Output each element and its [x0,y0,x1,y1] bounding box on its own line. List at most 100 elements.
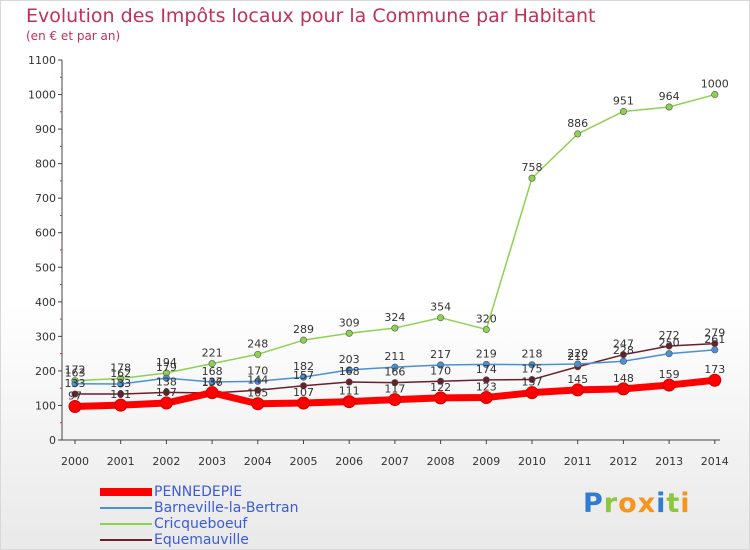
series-point [616,382,630,396]
data-label: 97 [68,389,82,402]
series-point [388,393,402,407]
data-label: 168 [202,365,223,378]
series-point [708,373,722,387]
legend: PENNEDEPIE Barneville-la-Bertran Cricque… [100,484,360,548]
data-label: 182 [293,360,314,373]
data-label: 138 [156,375,177,388]
data-label: 220 [567,347,588,360]
y-tick-label: 400 [35,296,56,309]
data-label: 250 [659,337,680,350]
x-tick-label: 2007 [381,455,409,468]
logo-letter: i [656,488,667,519]
series-point [297,396,310,410]
series-point [208,378,216,386]
data-label: 122 [430,381,451,394]
series-point [345,378,353,386]
y-tick-label: 500 [35,261,56,274]
series-point [391,379,399,387]
y-tick-label: 300 [35,330,56,343]
data-label: 174 [476,363,497,376]
chart-title: Evolution des Impôts locaux pour la Comm… [26,5,596,27]
series-point [574,130,582,138]
data-label: 289 [293,323,314,336]
data-label: 159 [659,368,680,381]
series-point [528,174,536,182]
data-label: 758 [522,161,543,174]
series-point [434,391,448,405]
data-label: 162 [110,367,131,380]
data-label: 1000 [701,78,729,91]
legend-item-barneville: Barneville-la-Bertran [100,500,360,516]
x-tick-label: 2011 [564,455,592,468]
x-tick-label: 2006 [335,455,363,468]
data-label: 179 [156,361,177,374]
series-point [162,388,170,396]
legend-label-pennedepie: PENNEDEPIE [154,484,243,500]
x-tick-label: 2003 [198,455,226,468]
x-tick-label: 2005 [290,455,318,468]
data-label: 105 [247,387,268,400]
y-tick-label: 900 [35,123,56,136]
x-tick-label: 2013 [655,455,683,468]
series-point [254,377,262,385]
series-point [391,363,399,371]
x-tick-label: 2001 [107,455,135,468]
y-tick-label: 600 [35,227,56,240]
logo-letter: t [666,488,681,519]
data-label: 354 [430,301,451,314]
series-point [208,360,216,368]
x-tick-label: 2000 [61,455,89,468]
legend-item-equemauville: Equemauville [100,532,360,548]
data-label: 218 [522,348,543,361]
series-point [571,383,585,397]
data-label: 324 [384,311,405,324]
y-tick-label: 200 [35,365,56,378]
x-tick-label: 2008 [427,455,455,468]
y-tick-label: 100 [35,399,56,412]
series-point [528,376,536,384]
series-point [525,386,539,400]
series-point [479,391,493,405]
logo-letter: x [637,488,657,519]
data-label: 107 [293,386,314,399]
data-label: 272 [659,329,680,342]
series-point [299,373,307,381]
series-point [114,398,128,412]
legend-swatch-equemauville [100,539,152,541]
logo-letter: i [680,488,691,519]
series-point [482,325,490,333]
series-point [345,366,353,374]
x-tick-label: 2009 [472,455,500,468]
data-label: 117 [384,383,405,396]
data-label: 175 [522,363,543,376]
legend-label-cricqueboeuf: Cricqueboeuf [154,516,248,532]
series-point [299,336,307,344]
logo-letter: o [618,488,638,519]
x-tick-label: 2004 [244,455,272,468]
series-point [159,396,173,410]
data-label: 228 [613,344,634,357]
data-label: 886 [567,117,588,130]
series-point [437,377,445,385]
series-point [665,342,673,350]
data-label: 219 [476,347,497,360]
data-label: 320 [476,312,497,325]
proxiti-logo: Proxiti [583,488,691,519]
data-label: 279 [704,327,725,340]
legend-swatch-cricqueboeuf [100,523,152,525]
data-label: 951 [613,94,634,107]
data-label: 173 [704,363,725,376]
series-point [665,103,673,111]
x-tick-label: 2014 [701,455,729,468]
data-label: 248 [247,337,268,350]
data-label: 157 [293,369,314,382]
data-label: 203 [339,353,360,366]
series-point [254,350,262,358]
data-label: 212 [567,350,588,363]
data-label: 170 [247,364,268,377]
data-label: 211 [384,350,405,363]
data-label: 964 [659,90,680,103]
series-point [391,324,399,332]
data-label: 170 [430,364,451,377]
